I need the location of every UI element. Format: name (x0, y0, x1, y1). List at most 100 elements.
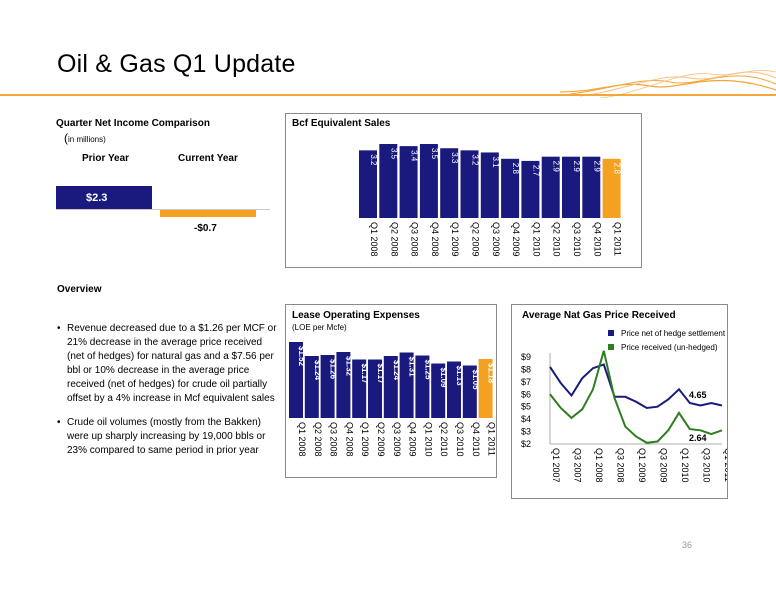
loe-title: Lease Operating Expenses (292, 310, 420, 321)
loe-bar (399, 352, 414, 418)
y-tick-label: $4 (521, 414, 531, 424)
legend-swatch (608, 330, 614, 336)
bcf-value-label: 2.9 (552, 161, 561, 173)
net-income-units: (in millions) (64, 129, 106, 147)
bcf-bar (541, 156, 560, 218)
loe-tick-label: Q2 2008 (313, 422, 323, 457)
loe-tick-label: Q1 2010 (423, 422, 433, 457)
y-tick-label: $8 (521, 364, 531, 374)
bcf-bar (419, 144, 438, 218)
net-income-title: Quarter Net Income Comparison (56, 118, 210, 129)
bcf-tick-label: Q3 2009 (491, 222, 501, 257)
loe-panel: Lease Operating Expenses (LOE per Mcfe) … (285, 304, 497, 478)
loe-tick-label: Q4 2009 (408, 422, 418, 457)
bcf-bar (379, 144, 398, 218)
loe-tick-label: Q3 2009 (392, 422, 402, 457)
bcf-value-label: 2.9 (592, 161, 601, 173)
bcf-tick-label: Q1 2008 (369, 222, 379, 257)
loe-bar (289, 342, 303, 418)
bcf-value-label: 3.5 (389, 148, 398, 160)
series-line (549, 363, 723, 410)
loe-bar (447, 361, 461, 418)
current-year-bar (160, 210, 256, 217)
y-tick-label: $6 (521, 389, 531, 399)
header-rule (0, 94, 776, 96)
loe-chart: $1.52 Q1 2008 $1.24 Q2 2008 $1.26 Q3 2008 $1.3… (289, 342, 496, 457)
loe-bar (431, 363, 446, 418)
y-tick-label: $9 (521, 352, 531, 362)
net-income-panel: Quarter Net Income Comparison (in millio… (56, 113, 274, 253)
legend-label: Price received (un-hedged) (621, 343, 718, 352)
loe-tick-label: Q1 2008 (297, 422, 307, 457)
bcf-value-label: 3.4 (410, 150, 419, 162)
overview-heading: Overview (57, 284, 102, 295)
prior-year-bar (56, 186, 152, 209)
loe-tick-label: Q4 2008 (344, 422, 354, 457)
y-tick-label: $3 (521, 427, 531, 437)
loe-tick-label: Q1 2011 (487, 422, 496, 456)
loe-bar (352, 359, 367, 418)
bcf-bar (359, 150, 377, 218)
bcf-tick-label: Q1 2011 (613, 222, 623, 256)
bcf-value-label: 2.8 (511, 163, 520, 175)
loe-bar (304, 356, 319, 418)
legend-label: Price net of hedge settlement (621, 329, 726, 338)
bcf-bar (399, 146, 418, 218)
legend-swatch (608, 344, 614, 350)
bcf-value-label: 2.7 (531, 165, 540, 177)
overview-bullet: Crude oil volumes (mostly from the Bakke… (57, 416, 279, 458)
bcf-chart: 3.2 Q1 2008 3.5 Q2 2008 3.4 Q3 2008 3.5 Q4 2008… (359, 144, 623, 257)
bcf-tick-label: Q2 2008 (389, 222, 399, 257)
loe-bar (368, 359, 382, 418)
loe-value-label: $1.17 (376, 364, 385, 385)
income-axis-line (56, 209, 270, 210)
bcf-bar (521, 160, 540, 218)
bcf-panel: Bcf Equivalent Sales 3.2 Q1 2008 3.5 Q2 200… (285, 113, 642, 268)
page-number: 36 (681, 540, 692, 550)
bcf-bar (460, 150, 479, 218)
prior-year-label: Prior Year (82, 153, 130, 164)
loe-bar (336, 352, 351, 418)
bcf-title: Bcf Equivalent Sales (292, 118, 391, 129)
loe-bar (462, 365, 477, 418)
bcf-tick-label: Q4 2010 (592, 222, 602, 257)
loe-value-label: $1.52 (297, 346, 306, 367)
loe-value-label: $1.31 (408, 357, 417, 378)
bcf-value-label: 3.5 (430, 148, 439, 160)
bcf-bar (602, 158, 621, 218)
loe-value-label: $1.24 (392, 360, 401, 381)
loe-value-label: $1.05 (471, 370, 480, 391)
y-tick-label: $7 (521, 377, 531, 387)
x-tick-label: Q1 2009 (637, 448, 647, 483)
loe-bar (320, 355, 335, 418)
loe-bar (478, 359, 493, 418)
loe-bar (383, 356, 398, 418)
x-tick-label: Q1 2010 (680, 448, 690, 483)
bcf-value-label: 3.2 (369, 154, 378, 166)
bcf-value-label: 3.1 (491, 156, 500, 168)
loe-value-label: $1.32 (344, 356, 353, 377)
bcf-value-label: 3.2 (471, 154, 480, 166)
series-line (549, 350, 723, 444)
units-open-paren: ( (64, 131, 68, 145)
page-title: Oil & Gas Q1 Update (57, 50, 296, 78)
loe-value-label: $1.18 (487, 363, 496, 384)
gas-price-title: Average Nat Gas Price Received (522, 310, 676, 321)
loe-bar (415, 355, 430, 418)
loe-tick-label: Q3 2008 (329, 422, 339, 457)
loe-value-label: $1.13 (455, 366, 464, 387)
bcf-bar (480, 152, 499, 218)
loe-tick-label: Q2 2010 (439, 422, 449, 457)
bcf-tick-label: Q2 2010 (552, 222, 562, 257)
x-tick-label: Q3 2007 (573, 448, 583, 483)
loe-tick-label: Q1 2009 (360, 422, 370, 457)
current-year-label: Current Year (178, 153, 238, 164)
x-tick-label: Q1 2008 (594, 448, 604, 483)
annotation-label: 4.65 (689, 390, 707, 400)
loe-tick-label: Q2 2009 (376, 422, 386, 457)
loe-value-label: $1.24 (313, 360, 322, 381)
loe-value-label: $1.17 (360, 364, 369, 385)
gas-price-panel: Average Nat Gas Price Received $2 $3 $4 $5 $… (511, 304, 728, 499)
bcf-tick-label: Q4 2008 (430, 222, 440, 257)
annotation-label: 2.64 (689, 433, 707, 443)
